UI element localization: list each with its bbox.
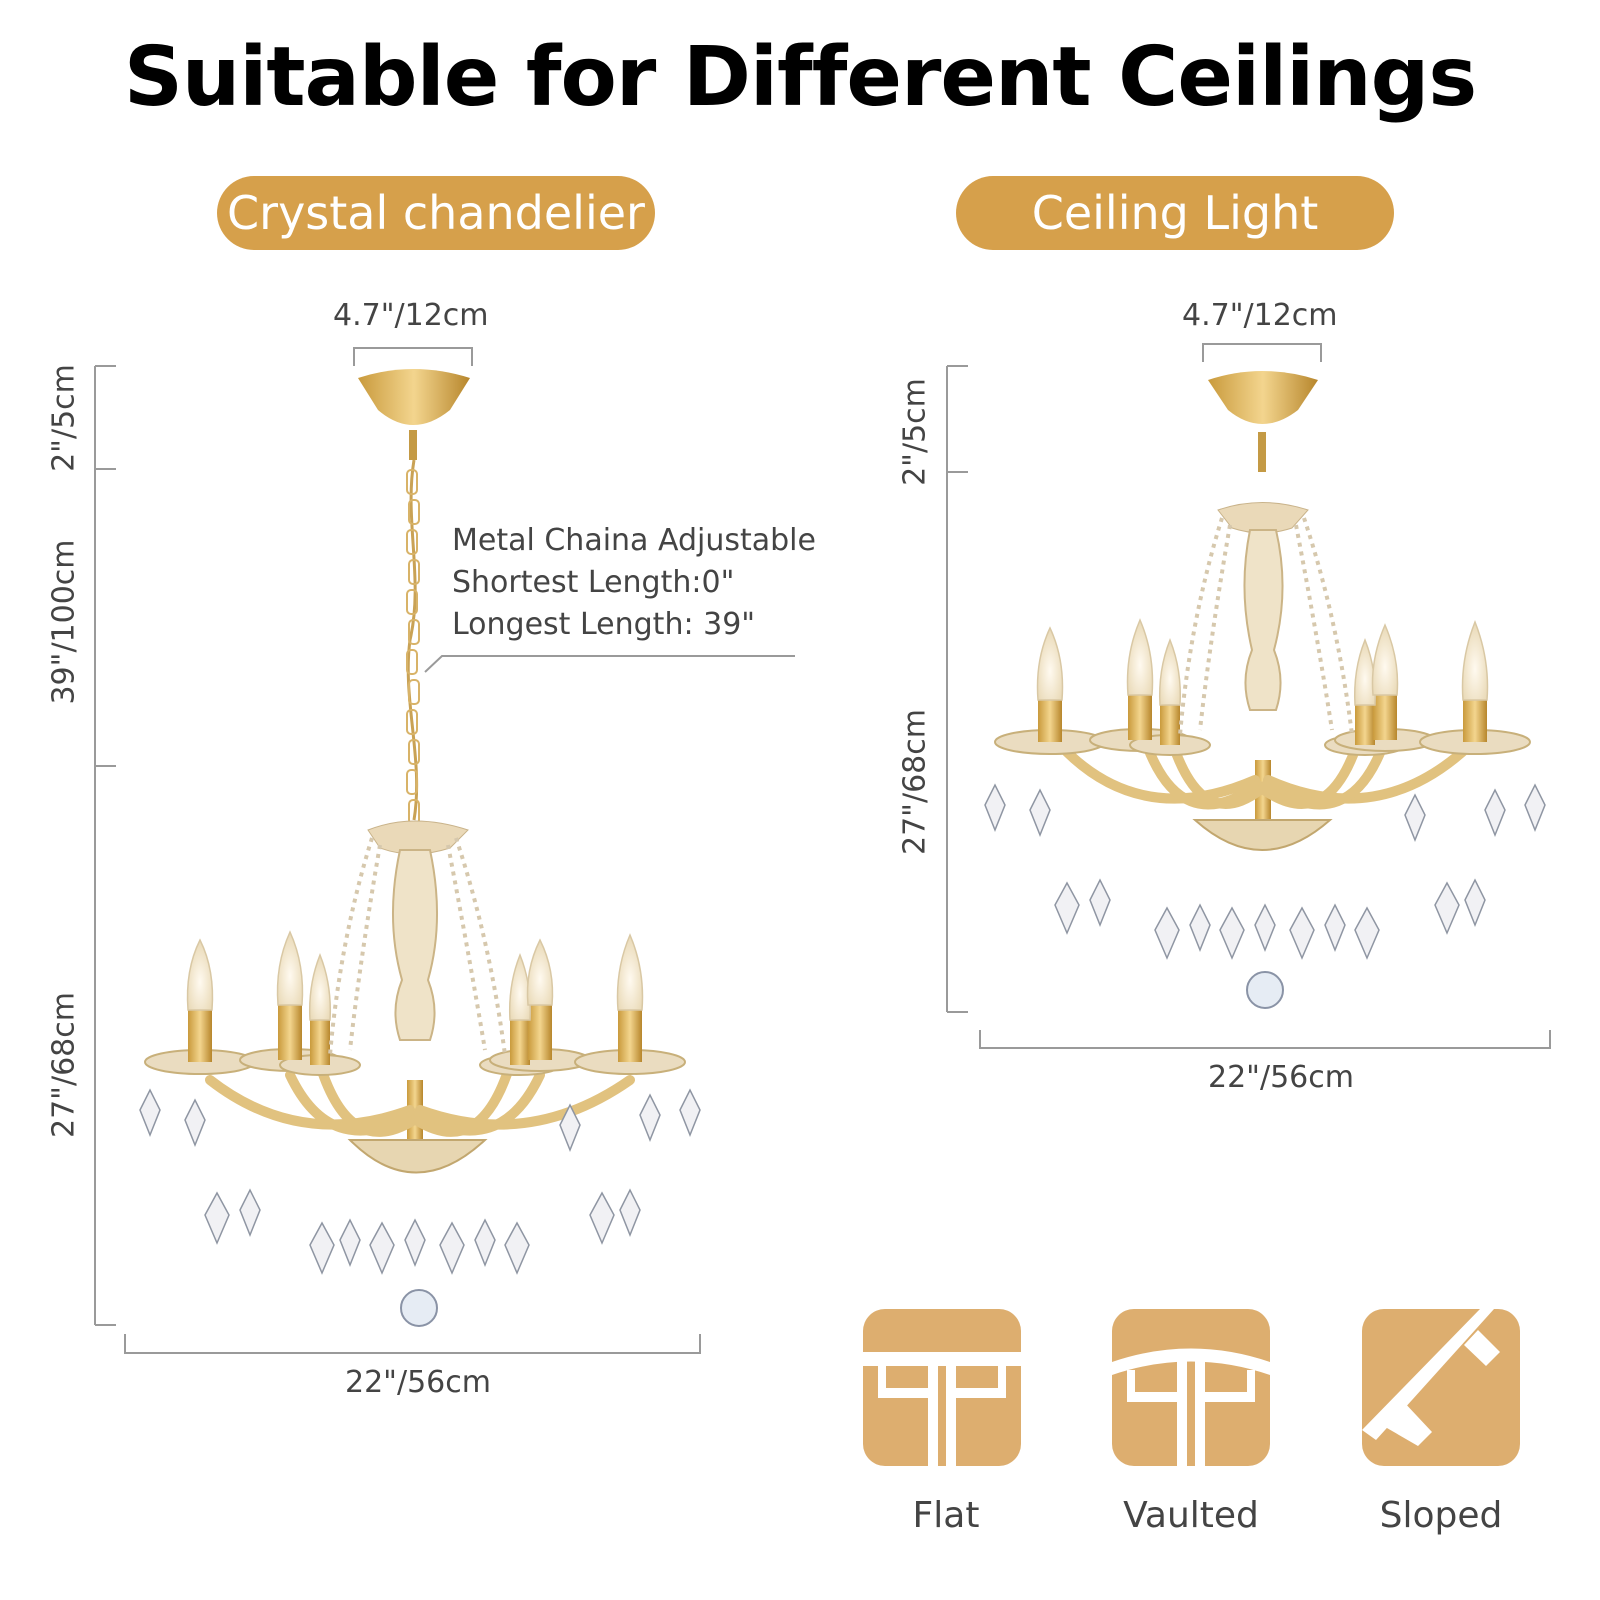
page-title: Suitable for Different Ceilings [123,30,1477,125]
right-top-width-label: 4.7"/12cm [1182,298,1338,333]
right-width-label: 22"/56cm [1208,1060,1354,1095]
left-top-width-label: 4.7"/12cm [333,298,489,333]
flat-ceiling-icon [863,1309,1021,1466]
crystal-chandelier-label: Crystal chandelier [217,176,655,250]
chain-note-line-3: Longest Length: 39" [452,607,756,642]
vaulted-ceiling-icon [1112,1309,1270,1466]
sloped-ceiling-icon [1362,1309,1520,1466]
left-width-label: 22"/56cm [345,1365,491,1400]
ceiling-light-label: Ceiling Light [956,176,1394,250]
flat-ceiling-label: Flat [912,1495,980,1536]
vaulted-ceiling-label: Vaulted [1123,1495,1259,1536]
chain-note-line-1: Metal Chaina Adjustable [452,523,816,558]
chain-note-line-2: Shortest Length:0" [452,565,735,600]
sloped-ceiling-label: Sloped [1379,1495,1503,1536]
chain-note: Metal Chaina Adjustable Shortest Length:… [452,520,816,646]
